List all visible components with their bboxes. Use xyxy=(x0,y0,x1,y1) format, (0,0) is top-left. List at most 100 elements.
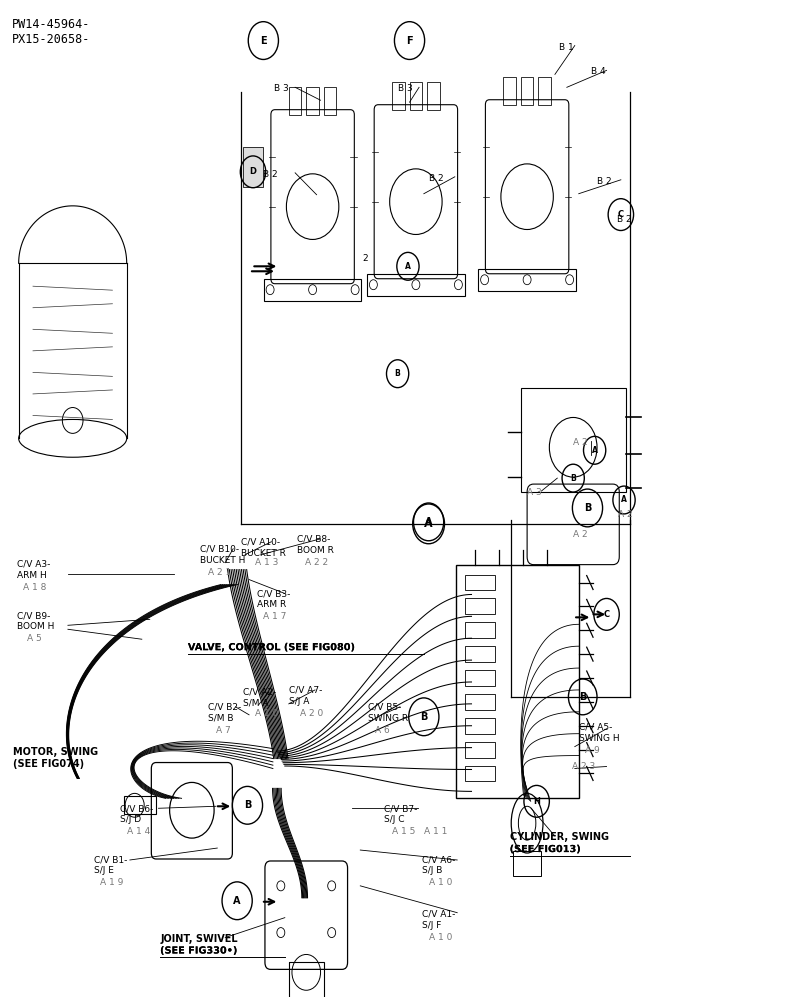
Text: CYLINDER, SWING: CYLINDER, SWING xyxy=(510,832,609,842)
Bar xyxy=(465,670,495,686)
Text: JOINT, SWIVEL: JOINT, SWIVEL xyxy=(160,934,238,944)
Bar xyxy=(465,575,495,590)
Text: A 2 2: A 2 2 xyxy=(306,558,329,567)
Text: C/V B6-: C/V B6- xyxy=(120,804,154,813)
Text: A 1 8: A 1 8 xyxy=(22,583,46,592)
Text: B 2: B 2 xyxy=(617,215,631,224)
Bar xyxy=(427,82,440,110)
Text: A 2 0: A 2 0 xyxy=(300,709,323,718)
Text: D: D xyxy=(250,167,257,176)
Text: A: A xyxy=(405,262,411,271)
Text: A 7: A 7 xyxy=(216,726,230,735)
Text: C/V B7-: C/V B7- xyxy=(384,804,418,813)
Bar xyxy=(465,598,495,614)
Text: A 9: A 9 xyxy=(585,746,600,755)
Text: BUCKET R: BUCKET R xyxy=(241,549,286,558)
Text: S/J F: S/J F xyxy=(422,921,442,930)
Text: A 1 3: A 1 3 xyxy=(255,558,278,567)
Text: C/V A5-: C/V A5- xyxy=(578,723,612,732)
Text: A 1 4: A 1 4 xyxy=(126,827,150,836)
Text: C/V B8-: C/V B8- xyxy=(297,535,330,544)
Text: A: A xyxy=(424,519,433,529)
Text: S/J E: S/J E xyxy=(94,866,114,875)
Text: S/M A: S/M A xyxy=(242,699,268,708)
Text: S/J B: S/J B xyxy=(422,866,442,875)
Text: C/V B2-: C/V B2- xyxy=(208,703,241,712)
Text: C/V A3-: C/V A3- xyxy=(17,560,50,569)
Text: A 2 3: A 2 3 xyxy=(571,762,595,771)
Bar xyxy=(465,718,495,734)
Text: PW14-45964-: PW14-45964- xyxy=(12,18,90,31)
Bar xyxy=(465,646,495,662)
Text: C/V B3-: C/V B3- xyxy=(257,589,290,598)
Text: S/M B: S/M B xyxy=(208,714,234,723)
Text: B: B xyxy=(579,692,586,702)
Bar xyxy=(465,694,495,710)
Text: ARM R: ARM R xyxy=(257,600,286,609)
Text: C/V B1-: C/V B1- xyxy=(94,855,127,864)
Bar xyxy=(392,82,405,110)
Bar xyxy=(456,565,578,798)
Text: C: C xyxy=(618,210,624,219)
Text: A 2: A 2 xyxy=(573,438,588,447)
Text: A 1 9: A 1 9 xyxy=(101,878,124,887)
Bar xyxy=(306,87,319,115)
Text: B 2: B 2 xyxy=(597,177,612,186)
Bar xyxy=(513,851,542,876)
Text: C/V A2-: C/V A2- xyxy=(242,688,276,697)
Text: MOTOR, SWING: MOTOR, SWING xyxy=(13,747,98,757)
Text: A 1 0: A 1 0 xyxy=(429,933,452,942)
Text: C/V A6-: C/V A6- xyxy=(422,855,456,864)
Text: B 2: B 2 xyxy=(430,174,444,183)
Text: B: B xyxy=(394,369,401,378)
Text: E: E xyxy=(260,36,266,46)
Text: B 1: B 1 xyxy=(559,43,574,52)
Text: A 6: A 6 xyxy=(374,726,390,735)
Text: B: B xyxy=(244,800,251,810)
Bar xyxy=(367,274,465,296)
Text: B 3: B 3 xyxy=(398,84,413,93)
Text: C/V B9-: C/V B9- xyxy=(17,611,50,620)
Text: C/V B5-: C/V B5- xyxy=(368,703,402,712)
Text: SWING R: SWING R xyxy=(368,714,408,723)
Text: A: A xyxy=(592,446,598,455)
Text: F: F xyxy=(406,36,413,46)
Text: A: A xyxy=(234,896,241,906)
Text: B 3: B 3 xyxy=(274,84,290,93)
Text: C/V A10-: C/V A10- xyxy=(241,538,280,547)
Text: VALVE, CONTROL (SEE FIG080): VALVE, CONTROL (SEE FIG080) xyxy=(188,642,355,652)
Text: A 1 1: A 1 1 xyxy=(424,827,447,836)
Text: C/V B10-: C/V B10- xyxy=(200,545,239,554)
Text: BOOM R: BOOM R xyxy=(297,546,334,555)
Bar xyxy=(264,279,362,301)
Text: (SEE FIG074): (SEE FIG074) xyxy=(13,759,84,769)
Bar xyxy=(289,87,302,115)
Text: (SEE FIG330•): (SEE FIG330•) xyxy=(160,946,238,956)
Text: BUCKET H: BUCKET H xyxy=(200,556,245,565)
Text: S/J A: S/J A xyxy=(289,697,309,706)
Text: S/J D: S/J D xyxy=(120,815,142,824)
Text: A 1 7: A 1 7 xyxy=(263,612,286,621)
Text: A 5: A 5 xyxy=(26,634,42,643)
Bar xyxy=(465,622,495,638)
Bar xyxy=(289,962,324,1000)
Text: B 2: B 2 xyxy=(263,170,278,179)
Text: (SEE FIG013): (SEE FIG013) xyxy=(510,844,581,854)
Bar xyxy=(538,77,551,105)
Text: C/V A1-: C/V A1- xyxy=(422,910,456,919)
Bar xyxy=(243,147,263,187)
Text: B 4: B 4 xyxy=(590,67,606,76)
Text: PX15-20658-: PX15-20658- xyxy=(12,33,90,46)
Bar xyxy=(521,388,626,492)
Text: B: B xyxy=(420,712,427,722)
Bar xyxy=(410,82,422,110)
Text: BOOM H: BOOM H xyxy=(17,622,54,631)
Text: H: H xyxy=(534,797,540,806)
Text: S/J C: S/J C xyxy=(384,815,405,824)
Text: B: B xyxy=(570,474,576,483)
Text: A 1 5: A 1 5 xyxy=(392,827,415,836)
Bar xyxy=(503,77,516,105)
Text: B: B xyxy=(584,503,591,513)
Bar xyxy=(465,742,495,758)
Text: A: A xyxy=(425,517,432,527)
